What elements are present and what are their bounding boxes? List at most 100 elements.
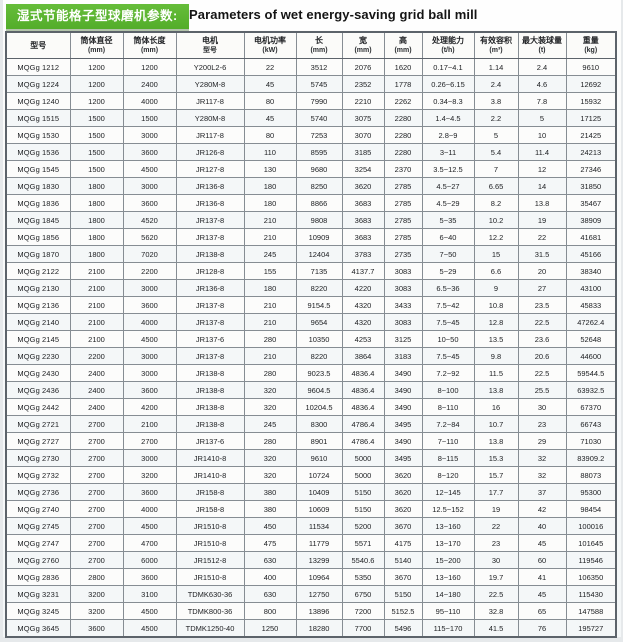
table-row: MQGg 2727 2700 2700 JR137-6 280 8901 4786.4 349…	[5, 432, 617, 450]
value-cell: 2700	[122, 432, 177, 450]
column-title: 处理能力	[432, 36, 464, 45]
value-cell: 2100	[69, 296, 124, 314]
model-cell: MQGg 1224	[5, 75, 71, 93]
value-cell: 4.5~29	[421, 194, 475, 212]
value-cell: 3083	[383, 313, 423, 331]
value-cell: 47262.4	[565, 313, 617, 331]
value-cell: 32	[517, 449, 567, 467]
value-cell: 15932	[565, 92, 617, 110]
value-cell: 9808	[295, 211, 343, 229]
table-row: MQGg 1870 1800 7020 JR138-8 245 12404 3783 2735…	[5, 245, 617, 263]
value-cell: Y280M-8	[175, 109, 245, 127]
model-cell: MQGg 2136	[5, 296, 71, 314]
value-cell: 3600	[122, 143, 177, 161]
value-cell: JR1512-8	[175, 551, 245, 569]
column-title: 型号	[30, 40, 47, 50]
value-cell: 4500	[122, 602, 177, 620]
table-row: MQGg 2721 2700 2100 JR138-8 245 8300 4786.4 349…	[5, 415, 617, 433]
value-cell: 17.7	[473, 483, 519, 501]
value-cell: 10409	[295, 483, 343, 501]
value-cell: 23	[517, 415, 567, 433]
value-cell: 30	[473, 551, 519, 569]
value-cell: 9154.5	[295, 296, 343, 314]
model-cell: MQGg 1545	[5, 160, 71, 178]
value-cell: 8~110	[421, 398, 475, 416]
value-cell: 5200	[341, 517, 385, 535]
value-cell: JR1410-8	[175, 449, 245, 467]
value-cell: 2.2	[473, 109, 519, 127]
value-cell: 12404	[295, 245, 343, 263]
value-cell: 1800	[69, 245, 124, 263]
value-cell: 15.3	[473, 449, 519, 467]
value-cell: 38340	[565, 262, 617, 280]
model-cell: MQGg 2747	[5, 534, 71, 552]
value-cell: 13.8	[473, 381, 519, 399]
value-cell: 76	[517, 619, 567, 638]
value-cell: 9610	[565, 58, 617, 76]
value-cell: 3185	[341, 143, 385, 161]
value-cell: JR138-8	[175, 364, 245, 382]
value-cell: 23.5	[517, 296, 567, 314]
table-row: MQGg 3645 3600 4500 TDMK1250-40 1250 18280 770…	[5, 619, 617, 638]
value-cell: 10.8	[473, 296, 519, 314]
value-cell: 7253	[295, 126, 343, 144]
value-cell: 7	[473, 160, 519, 178]
table-row: MQGg 1836 1800 3600 JR136-8 180 8866 3683 2785 4…	[5, 194, 617, 212]
table-row: MQGg 2747 2700 4700 JR1510-8 475 11779 5571 417…	[5, 534, 617, 552]
title-bar: 湿式节能格子型球磨机参数: Parameters of wet energy-s…	[3, 0, 621, 30]
model-cell: MQGg 2230	[5, 347, 71, 365]
value-cell: JR136-8	[175, 194, 245, 212]
value-cell: 7~110	[421, 432, 475, 450]
column-unit: (mm)	[140, 47, 159, 54]
value-cell: 24213	[565, 143, 617, 161]
table-row: MQGg 1856 1800 5620 JR137-8 210 10909 3683 2785…	[5, 228, 617, 246]
value-cell: 2262	[383, 92, 423, 110]
value-cell: 22.5	[517, 364, 567, 382]
value-cell: 3783	[341, 245, 385, 263]
column-header: 重量 (kg)	[565, 31, 617, 59]
table-row: MQGg 2145 2100 4500 JR137-6 280 10350 4253 3125…	[5, 330, 617, 348]
value-cell: 9604.5	[295, 381, 343, 399]
column-header: 高 (mm)	[383, 31, 423, 59]
value-cell: 7~50	[421, 245, 475, 263]
value-cell: 88073	[565, 466, 617, 484]
value-cell: 12692	[565, 75, 617, 93]
table-row: MQGg 1845 1800 4520 JR137-8 210 9808 3683 2785 5…	[5, 211, 617, 229]
value-cell: 29	[517, 432, 567, 450]
value-cell: 95300	[565, 483, 617, 501]
value-cell: 5620	[122, 228, 177, 246]
value-cell: 630	[243, 585, 297, 603]
value-cell: 3075	[341, 109, 385, 127]
value-cell: 80	[243, 126, 297, 144]
table-row: MQGg 2760 2700 6000 JR1512-8 630 13299 5540.6 5…	[5, 551, 617, 569]
value-cell: 22	[473, 517, 519, 535]
value-cell: 7990	[295, 92, 343, 110]
value-cell: 4500	[122, 160, 177, 178]
value-cell: 10909	[295, 228, 343, 246]
value-cell: 1800	[69, 211, 124, 229]
column-title: 高	[399, 36, 407, 45]
value-cell: 3600	[122, 483, 177, 501]
value-cell: JR1510-8	[175, 517, 245, 535]
value-cell: 2076	[341, 58, 385, 76]
value-cell: 4220	[341, 279, 385, 297]
value-cell: 3000	[122, 177, 177, 195]
value-cell: 8~115	[421, 449, 475, 467]
value-cell: 7.2~84	[421, 415, 475, 433]
value-cell: 2400	[69, 364, 124, 382]
value-cell: 0.34~8.3	[421, 92, 475, 110]
value-cell: 320	[243, 381, 297, 399]
table-row: MQGg 2430 2400 3000 JR138-8 280 9023.5 4836.4 3…	[5, 364, 617, 382]
value-cell: 3254	[341, 160, 385, 178]
column-title: 电机	[202, 36, 218, 45]
value-cell: 65	[517, 602, 567, 620]
value-cell: 45	[517, 534, 567, 552]
value-cell: 8.2	[473, 194, 519, 212]
value-cell: 40	[517, 517, 567, 535]
value-cell: 3495	[383, 449, 423, 467]
value-cell: TDMK1250-40	[175, 619, 245, 638]
value-cell: 15~200	[421, 551, 475, 569]
value-cell: Y280M-8	[175, 75, 245, 93]
column-header: 宽 (mm)	[341, 31, 385, 59]
value-cell: 31850	[565, 177, 617, 195]
